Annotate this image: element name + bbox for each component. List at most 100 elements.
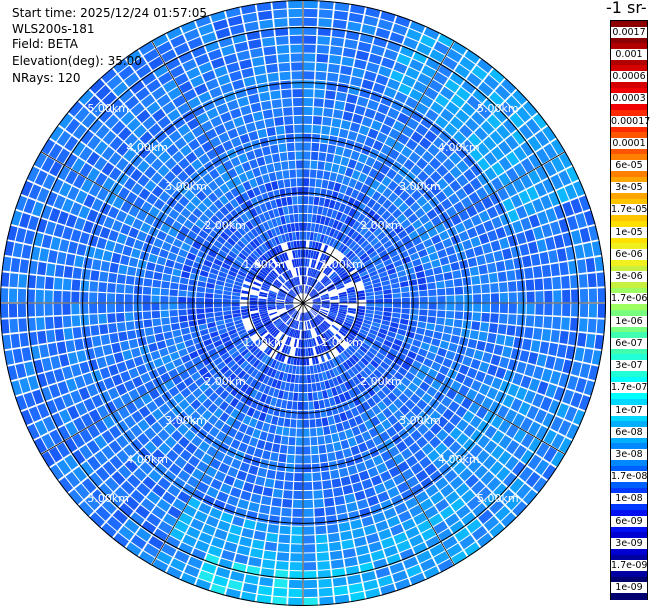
range-gate-cell [263, 265, 271, 273]
range-gate-cell [384, 298, 393, 303]
range-gate-cell [428, 303, 437, 310]
range-gate-cell [225, 383, 235, 393]
range-gate-cell [227, 15, 243, 27]
range-gate-cell [153, 358, 164, 368]
range-gate-cell [315, 534, 328, 544]
range-gate-cell [130, 154, 143, 168]
range-gate-cell [533, 366, 544, 380]
range-gate-cell [108, 364, 119, 376]
range-gate-cell [550, 329, 560, 343]
range-gate-cell [348, 307, 357, 312]
range-gate-cell [407, 246, 417, 256]
range-gate-cell [570, 392, 583, 408]
range-gate-cell [206, 282, 215, 289]
range-gate-cell [289, 428, 296, 437]
range-gate-cell [295, 366, 300, 375]
range-gate-cell [57, 425, 71, 441]
range-gate-cell [437, 303, 446, 310]
range-gate-cell [272, 283, 280, 290]
range-gate-cell [420, 116, 434, 129]
range-gate-cell [469, 266, 479, 276]
range-gate-cell [280, 353, 286, 363]
range-gate-cell [294, 214, 299, 223]
range-gate-cell [354, 181, 364, 191]
range-gate-cell [291, 535, 303, 544]
range-gate-cell [326, 330, 333, 338]
range-gate-cell [328, 199, 336, 209]
range-gate-cell [223, 120, 235, 131]
range-gate-cell [308, 310, 315, 318]
range-gate-cell [448, 342, 458, 353]
range-gate-cell [71, 141, 86, 157]
range-gate-cell [213, 371, 223, 381]
range-gate-cell [342, 148, 353, 158]
range-gate-cell [158, 151, 171, 164]
range-gate-cell [152, 144, 165, 157]
range-gate-cell [281, 363, 287, 372]
range-gate-cell [347, 266, 356, 274]
range-gate-cell [343, 247, 351, 256]
range-gate-cell [233, 243, 243, 252]
range-gate-cell [315, 215, 322, 224]
range-gate-cell [499, 237, 510, 250]
range-gate-cell [12, 348, 23, 364]
range-gate-cell [151, 408, 164, 421]
range-gate-cell [48, 143, 63, 160]
range-gate-cell [278, 62, 291, 72]
range-gate-cell [377, 103, 390, 115]
range-gate-cell [145, 137, 159, 151]
range-gate-cell [464, 542, 481, 557]
range-gate-cell [81, 178, 94, 193]
range-gate-cell [428, 296, 437, 303]
range-gate-cell [344, 102, 356, 113]
range-gate-cell [157, 429, 170, 442]
range-gate-cell [237, 96, 250, 107]
range-gate-cell [446, 543, 463, 558]
range-gate-cell [372, 140, 384, 151]
range-gate-cell [387, 414, 398, 426]
range-gate-cell [205, 254, 215, 263]
range-gate-cell [290, 44, 303, 53]
range-gate-cell [274, 256, 281, 265]
range-gate-cell [284, 116, 294, 125]
range-gate-cell [128, 388, 140, 401]
range-gate-cell [255, 522, 268, 532]
range-gate-cell [332, 276, 341, 283]
range-gate-cell [105, 354, 116, 366]
range-gate-cell [474, 201, 486, 213]
range-gate-cell [321, 343, 328, 352]
range-gate-cell [428, 513, 444, 527]
range-gate-cell [125, 49, 142, 64]
range-gate-cell [324, 434, 333, 444]
range-gate-cell [116, 142, 130, 156]
range-gate-cell [174, 456, 187, 469]
range-gate-cell [220, 483, 232, 495]
range-gate-cell [375, 217, 385, 227]
range-gate-cell [383, 545, 398, 557]
range-gate-cell [59, 409, 72, 424]
range-gate-cell [308, 268, 313, 277]
range-gate-cell [295, 330, 299, 339]
range-gate-cell [281, 344, 287, 353]
range-gate-cell [142, 286, 152, 295]
range-gate-cell [78, 205, 91, 219]
range-gate-cell [484, 425, 497, 439]
range-gate-cell [325, 443, 334, 453]
range-gate-cell [290, 223, 296, 232]
range-gate-cell [386, 168, 397, 180]
range-gate-cell [348, 218, 357, 228]
range-gate-cell [487, 333, 497, 344]
range-gate-cell [375, 336, 385, 344]
range-gate-cell [339, 300, 348, 303]
range-gate-cell [381, 176, 392, 187]
range-gate-cell [314, 409, 321, 419]
range-gate-cell [491, 377, 503, 390]
range-gate-cell [265, 395, 273, 405]
range-gate-cell [266, 367, 274, 377]
range-gate-cell [44, 303, 53, 316]
range-gate-cell [102, 461, 117, 476]
range-gate-cell [371, 343, 380, 352]
range-gate-cell [311, 142, 320, 152]
range-gate-cell [320, 215, 326, 225]
range-gate-cell [335, 318, 344, 324]
